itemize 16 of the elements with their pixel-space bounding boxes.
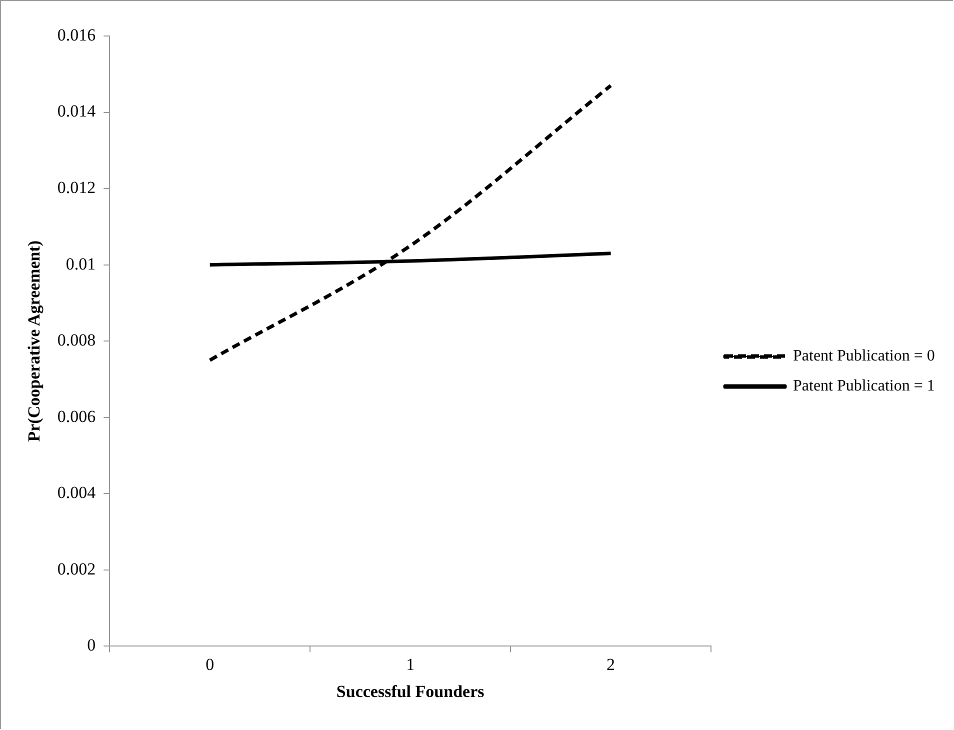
y-tick-label: 0.014 xyxy=(57,102,96,121)
y-tick-label: 0.004 xyxy=(57,483,96,502)
y-tick-label: 0.006 xyxy=(57,406,96,426)
x-axis-title: Successful Founders xyxy=(336,682,485,702)
x-tick-label: 1 xyxy=(406,654,415,674)
y-tick-label: 0.012 xyxy=(57,178,96,198)
y-tick-label: 0.002 xyxy=(57,559,96,578)
y-tick-label: 0.008 xyxy=(57,330,96,350)
y-axis-title: Pr(Cooperative Agreement) xyxy=(24,240,44,442)
x-tick-label: 0 xyxy=(206,654,214,674)
y-tick-label: 0.016 xyxy=(57,25,96,44)
y-tick-label: 0.01 xyxy=(66,254,96,274)
legend-label: Patent Publication = 1 xyxy=(793,378,935,395)
x-tick-label: 2 xyxy=(606,654,616,674)
y-tick-label: 0 xyxy=(87,636,96,655)
legend-label: Patent Publication = 0 xyxy=(793,348,935,365)
